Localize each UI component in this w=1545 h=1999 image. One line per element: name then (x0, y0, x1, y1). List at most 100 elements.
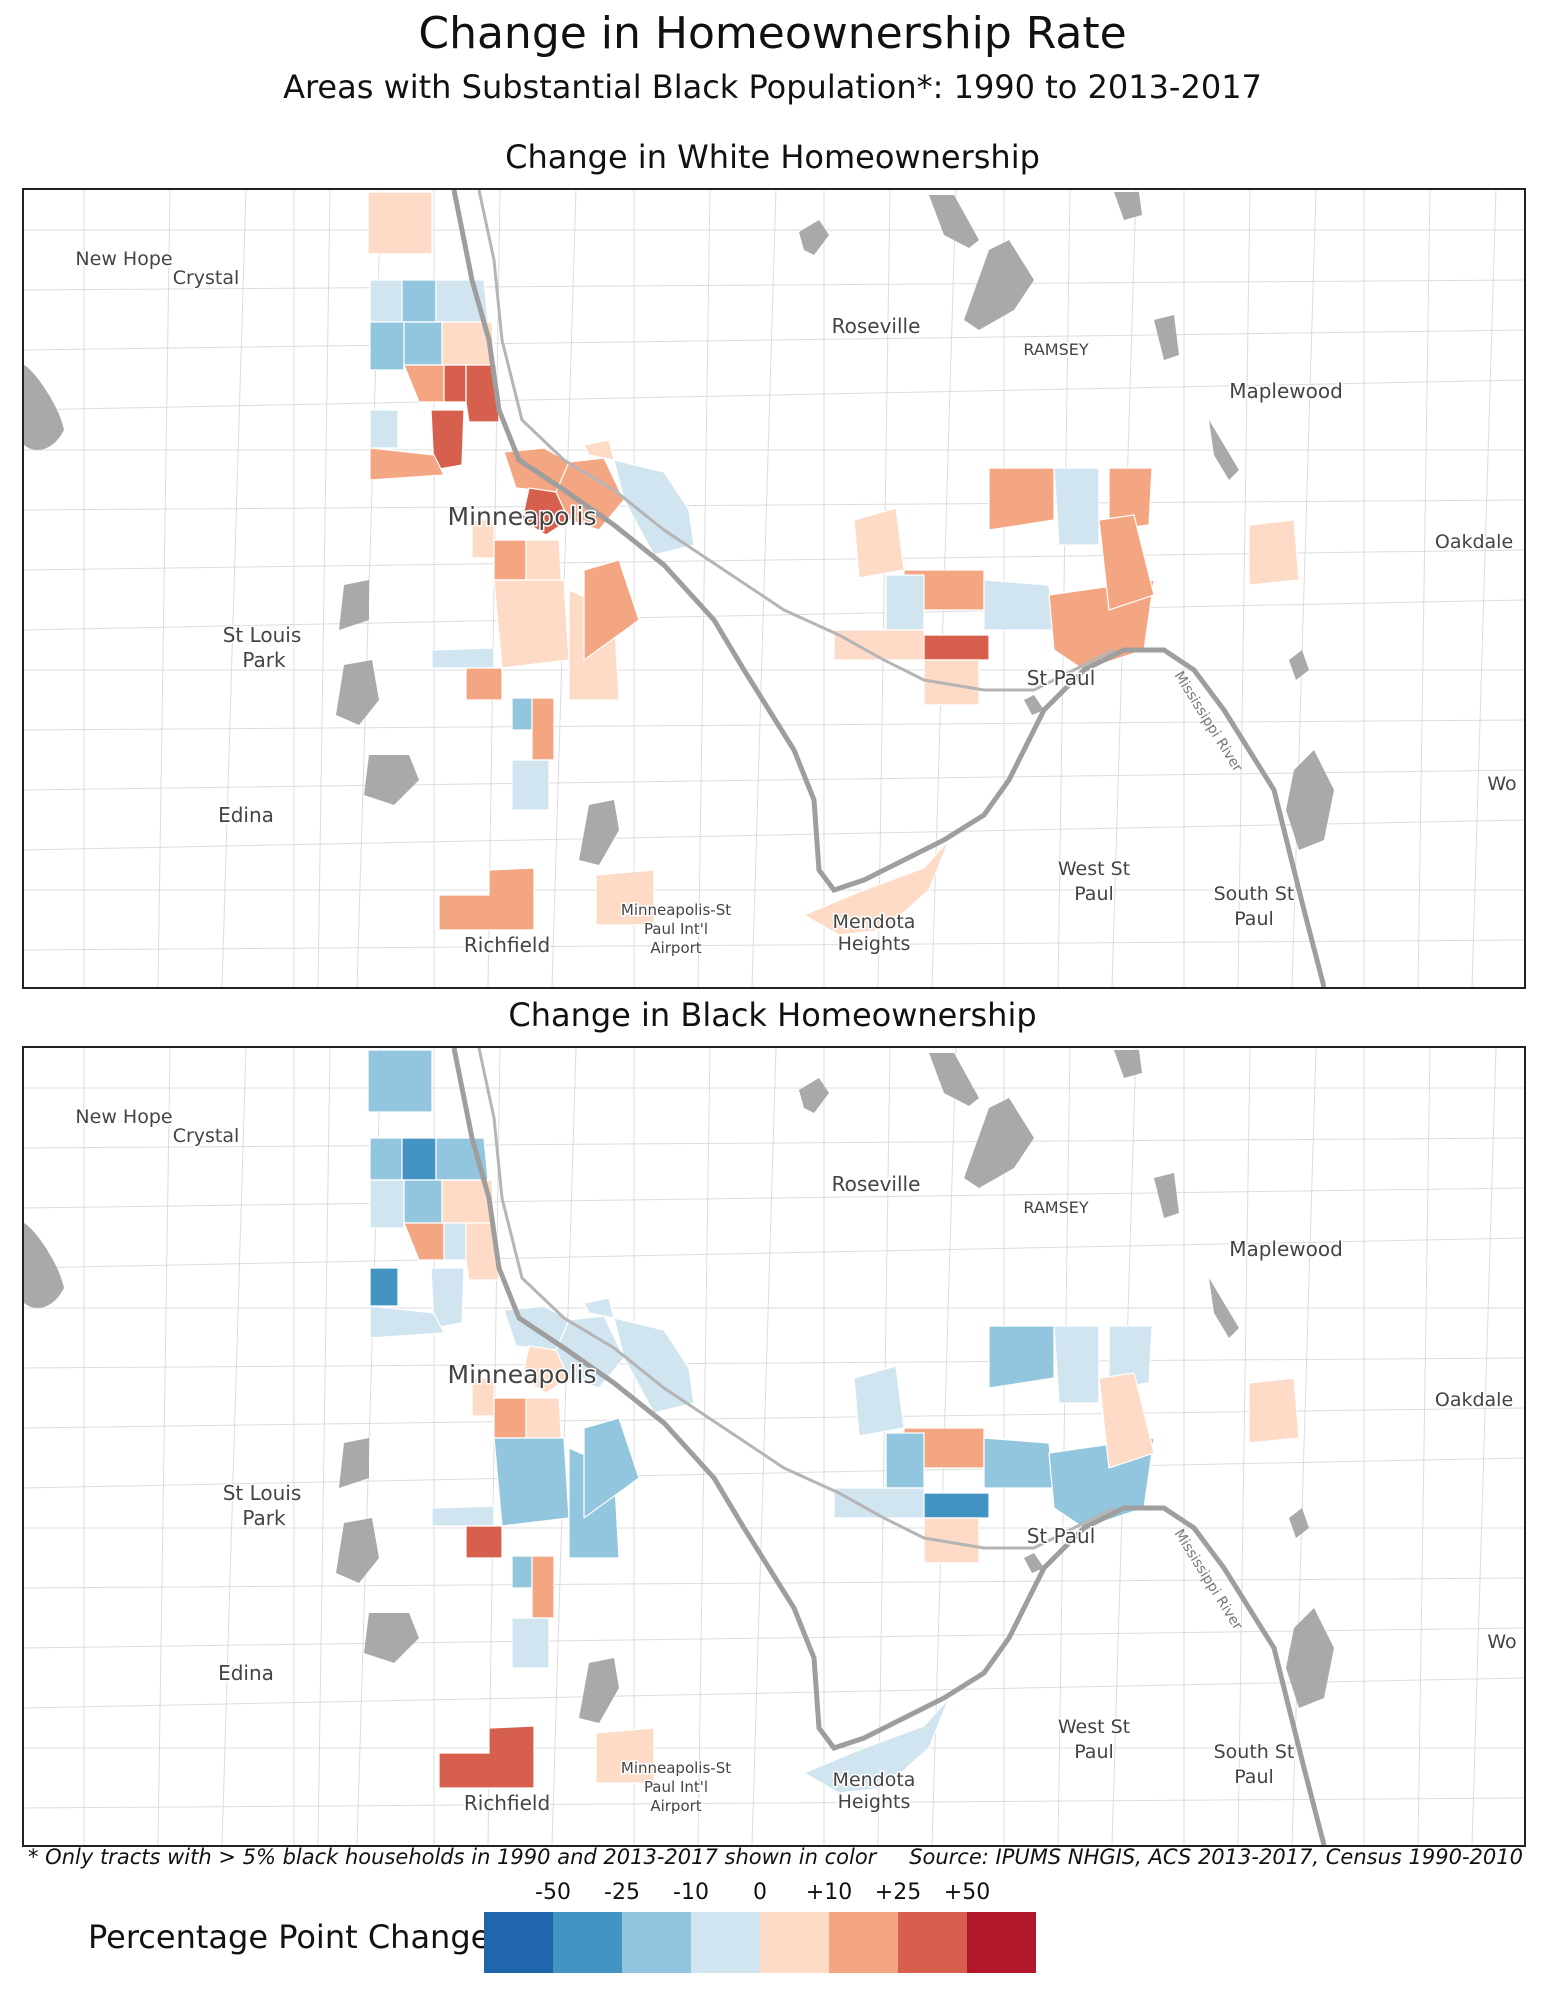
lake-7 (1209, 1278, 1239, 1338)
tract-south-8 (493, 1437, 570, 1527)
tract-south-4 (431, 1505, 495, 1527)
tract-stpaul-4 (988, 1325, 1055, 1389)
lake-1 (24, 1223, 64, 1308)
place-label-st-paul: St Paul (1027, 1524, 1096, 1548)
tract-north-10 (369, 1267, 399, 1307)
place-label-ramsey: RAMSEY (1023, 1198, 1088, 1217)
tract-downtown-5 (583, 1297, 615, 1319)
tract-south-5 (465, 1525, 503, 1559)
tract-south-7 (531, 697, 555, 761)
tract-south-8 (493, 579, 570, 669)
tract-stpaul-3 (885, 1432, 925, 1489)
place-label-airport-2: Paul Int'l (644, 1778, 708, 1796)
highway (477, 1048, 1115, 1550)
mississippi-river (451, 190, 1327, 987)
legend-tick-label: -25 (604, 1880, 640, 1905)
tract-south-5 (465, 667, 503, 701)
legend-swatch (622, 1912, 691, 1973)
place-label-mendota-1: Mendota (833, 911, 916, 933)
place-label-airport-1: Minneapolis-St (621, 1759, 731, 1777)
tract-north-7 (403, 1222, 445, 1261)
place-label-woodbury-partial: Wo (1487, 773, 1516, 795)
tract-south-6 (511, 1555, 533, 1589)
tract-stpaul-1 (853, 1365, 905, 1437)
lake-11 (579, 1658, 619, 1723)
lake-8 (339, 580, 369, 630)
tract-south-6 (511, 697, 533, 731)
tract-stpaul-4 (988, 467, 1055, 531)
tract-stpaul-9 (923, 659, 980, 706)
place-label-edina: Edina (218, 1661, 274, 1685)
census-tracts (367, 1049, 1300, 1794)
place-label-richfield: Richfield (464, 1791, 550, 1815)
place-label-airport-3: Airport (650, 1797, 701, 1815)
tract-east-1 (1248, 519, 1300, 586)
tract-south-9 (511, 1617, 550, 1669)
water-bodies (24, 192, 1334, 865)
legend-tick-label: 0 (753, 1880, 767, 1905)
legend-swatch (691, 1912, 760, 1973)
tract-north-8 (443, 364, 467, 403)
lake-6 (1154, 1173, 1179, 1218)
lake-13 (1286, 1608, 1334, 1708)
tract-stpaul-5 (833, 1487, 930, 1519)
tract-stpaul-6 (983, 1437, 1055, 1489)
tract-north-5 (403, 321, 443, 366)
tract-north-top (367, 1049, 433, 1113)
place-label-roseville: Roseville (832, 1172, 921, 1196)
place-label-oakdale: Oakdale (1435, 1389, 1513, 1411)
tract-north-4 (369, 1179, 405, 1229)
tract-south-9 (511, 759, 550, 811)
place-label-mendota-1: Mendota (833, 1769, 916, 1791)
tract-outlines (24, 1048, 1524, 1845)
place-label-st-louis-park-1: St Louis (223, 623, 302, 647)
place-label-airport-1: Minneapolis-St (621, 901, 731, 919)
legend-swatch (760, 1912, 829, 1973)
color-legend: -50 -25 -10 0 +10 +25 +50 (484, 1880, 1040, 1980)
tract-stpaul-12 (1098, 1372, 1155, 1469)
tract-north-5 (403, 1179, 443, 1224)
lake-9 (336, 660, 379, 725)
place-label-st-louis-park-1: St Louis (223, 1481, 302, 1505)
place-label-st-louis-park-2: Park (242, 648, 286, 672)
place-label-new-hope: New Hope (75, 248, 172, 270)
tract-north-7 (403, 364, 445, 403)
legend-tick-label: -10 (673, 1880, 709, 1905)
census-tracts (367, 191, 1300, 936)
place-label-minneapolis: Minneapolis (448, 502, 597, 531)
tract-stpaul-3 (885, 574, 925, 631)
place-label-roseville: Roseville (832, 314, 921, 338)
tract-stpaul-7 (923, 634, 990, 661)
place-label-airport-2: Paul Int'l (644, 920, 708, 938)
tract-downtown-4 (613, 459, 695, 556)
lake-5 (964, 1098, 1034, 1188)
water-bodies (24, 1050, 1334, 1723)
place-label-crystal: Crystal (173, 267, 240, 289)
page-subtitle: Areas with Substantial Black Population*… (283, 68, 1262, 106)
tract-downtown-5 (583, 439, 615, 461)
lake-11 (579, 800, 619, 865)
lake-12 (1024, 695, 1044, 715)
lake-10 (364, 755, 419, 805)
place-label-maplewood: Maplewood (1229, 1237, 1343, 1261)
lake-1 (24, 365, 64, 450)
tract-north-top (367, 191, 433, 255)
tract-stpaul-6 (983, 579, 1055, 631)
legend-swatch (967, 1912, 1036, 1973)
tract-north-1 (369, 1137, 403, 1181)
lake-8 (339, 1438, 369, 1488)
lake-4 (1114, 192, 1142, 220)
legend-title: Percentage Point Change (88, 1918, 491, 1956)
tract-north-12 (369, 1305, 445, 1339)
lake-2 (799, 1078, 829, 1113)
tract-north-2 (401, 1137, 437, 1181)
place-label-west-st-paul-2: Paul (1074, 883, 1114, 905)
place-label-mendota-2: Heights (838, 1791, 911, 1813)
place-label-west-st-paul-1: West St (1058, 858, 1130, 880)
place-label-richfield: Richfield (464, 933, 550, 957)
place-label-minneapolis: Minneapolis (448, 1360, 597, 1389)
place-label-west-st-paul-1: West St (1058, 1716, 1130, 1738)
place-label-st-paul: St Paul (1027, 666, 1096, 690)
legend-swatch (829, 1912, 898, 1973)
